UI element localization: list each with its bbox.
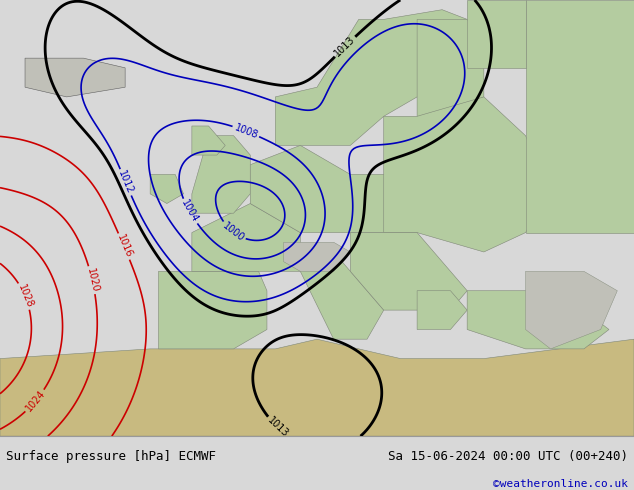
Polygon shape <box>384 97 550 252</box>
Polygon shape <box>283 242 351 271</box>
Polygon shape <box>25 58 125 97</box>
Polygon shape <box>467 291 609 349</box>
Text: 1028: 1028 <box>16 283 34 309</box>
Polygon shape <box>0 339 634 436</box>
Polygon shape <box>150 174 183 203</box>
Polygon shape <box>301 252 384 339</box>
Polygon shape <box>526 271 618 349</box>
Polygon shape <box>417 20 484 116</box>
Text: 1004: 1004 <box>179 198 200 224</box>
Text: ©weatheronline.co.uk: ©weatheronline.co.uk <box>493 479 628 489</box>
Polygon shape <box>526 0 634 233</box>
Text: Sa 15-06-2024 00:00 UTC (00+240): Sa 15-06-2024 00:00 UTC (00+240) <box>387 450 628 463</box>
Polygon shape <box>467 0 526 68</box>
Text: Surface pressure [hPa] ECMWF: Surface pressure [hPa] ECMWF <box>6 450 216 463</box>
Polygon shape <box>192 126 225 155</box>
Polygon shape <box>192 136 250 213</box>
Text: 1020: 1020 <box>84 267 100 293</box>
Text: 1013: 1013 <box>266 415 290 439</box>
Polygon shape <box>192 203 301 271</box>
Text: 1000: 1000 <box>221 220 246 244</box>
Text: 1008: 1008 <box>233 122 259 140</box>
Polygon shape <box>250 146 417 233</box>
Text: 1016: 1016 <box>115 233 133 260</box>
Text: 1012: 1012 <box>117 169 135 196</box>
Polygon shape <box>275 10 467 146</box>
Polygon shape <box>351 233 467 310</box>
Text: 1013: 1013 <box>333 34 357 59</box>
Text: 1024: 1024 <box>23 389 47 414</box>
Polygon shape <box>158 271 267 349</box>
Polygon shape <box>417 291 467 329</box>
